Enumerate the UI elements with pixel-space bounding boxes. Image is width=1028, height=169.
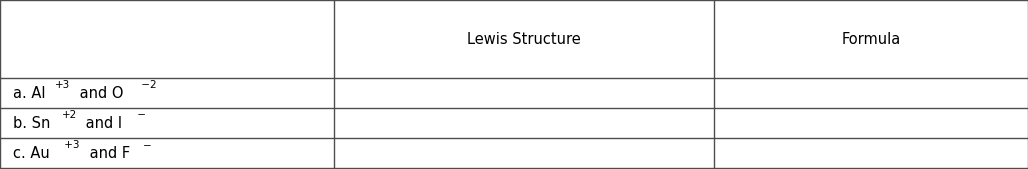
Text: b. Sn: b. Sn [13,115,50,130]
Text: a. Al: a. Al [13,86,46,101]
Text: −2: −2 [138,80,156,91]
Text: and I: and I [81,115,122,130]
Text: c. Au: c. Au [13,146,50,161]
Text: and O: and O [75,86,123,101]
Text: +3: +3 [61,140,79,151]
Text: −: − [143,140,152,151]
Text: −: − [135,111,146,120]
Text: Lewis Structure: Lewis Structure [468,31,581,46]
Text: Formula: Formula [842,31,901,46]
Text: and F: and F [84,146,130,161]
Text: +2: +2 [62,111,77,120]
Text: +3: +3 [56,80,71,91]
